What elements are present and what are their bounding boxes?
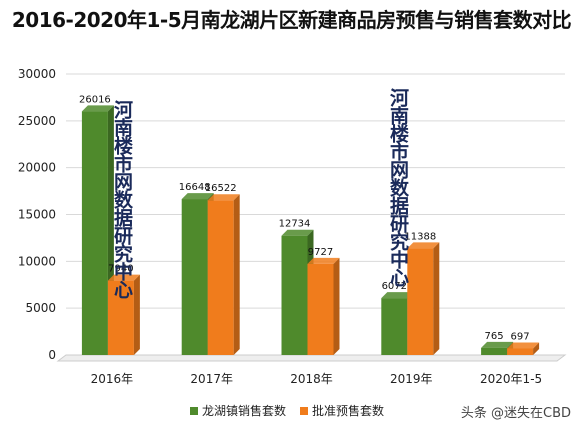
bar-sales	[81, 105, 114, 355]
bar-presale	[307, 257, 340, 355]
x-tick-label: 2019年	[390, 372, 433, 386]
data-label-sales: 12734	[279, 219, 311, 230]
legend-swatch-presale	[300, 406, 309, 415]
x-tick-label: 2020年1-5	[480, 372, 542, 386]
data-label-presale: 7940	[108, 264, 133, 275]
y-tick-label: 25000	[18, 114, 56, 128]
data-label-presale: 11388	[404, 231, 436, 242]
y-tick-label: 10000	[18, 254, 56, 268]
legend-item-presale: 批准预售套数	[300, 402, 384, 419]
data-label-sales: 6072	[382, 281, 407, 292]
y-tick-label: 20000	[18, 161, 56, 175]
data-label-presale: 9727	[308, 247, 333, 258]
legend-swatch-sales	[190, 406, 198, 415]
data-label-sales: 765	[485, 331, 504, 342]
watermark-right: 河南楼市网数据研究中心	[387, 88, 409, 286]
y-tick-label: 15000	[18, 208, 56, 222]
data-label-presale: 16522	[205, 183, 237, 194]
y-tick-label: 0	[48, 348, 56, 362]
chart-title: 2016-2020年1-5月南龙湖片区新建商品房预售与销售套数对比	[11, 8, 572, 32]
x-tick-label: 2018年	[290, 372, 333, 386]
watermark-left: 河南楼市网数据研究中心	[111, 100, 133, 298]
credit-text: 头条 @迷失在CBD	[460, 406, 571, 421]
legend-item-sales: 龙湖镇销售套数	[190, 402, 286, 419]
y-tick-label: 30000	[18, 67, 56, 81]
x-tick-label: 2016年	[91, 372, 134, 386]
legend-label-presale: 批准预售套数	[312, 404, 385, 418]
data-label-sales: 26016	[79, 94, 111, 105]
data-label-sales: 16648	[179, 182, 211, 193]
bars	[81, 105, 540, 355]
bar-presale	[107, 274, 140, 355]
bar-presale	[407, 242, 440, 355]
x-tick-label: 2017年	[190, 372, 233, 386]
y-tick-label: 5000	[25, 301, 56, 315]
data-label-presale: 697	[511, 331, 530, 342]
bar-presale	[507, 342, 540, 355]
legend-label-sales: 龙湖镇销售套数	[202, 404, 287, 418]
legend: 龙湖镇销售套数 批准预售套数	[190, 402, 384, 419]
axes: 0 5000 10000 15000 20000 25000 30000 2016年 2017年…	[18, 67, 567, 386]
chart-floor	[56, 354, 567, 362]
bar-presale	[207, 194, 240, 355]
